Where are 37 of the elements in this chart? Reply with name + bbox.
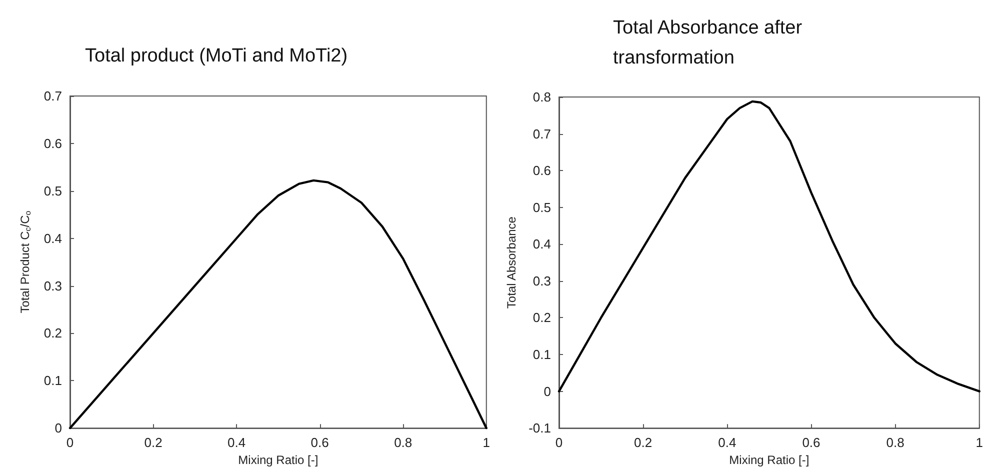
x-tick-label: 0.4 — [228, 435, 246, 450]
y-tick-label: 0.2 — [44, 326, 62, 341]
x-tick-label: 0.8 — [886, 435, 904, 450]
y-tick-label: 0.1 — [44, 373, 62, 388]
x-axis-title: Mixing Ratio [-] — [238, 453, 318, 467]
y-tick-label: 0.4 — [532, 236, 551, 252]
y-tick-label: 0.5 — [532, 200, 551, 215]
x-tick-label: 0.2 — [144, 435, 162, 450]
x-axis-title: Mixing Ratio [-] — [729, 453, 810, 467]
y-tick-label: 0.5 — [44, 183, 62, 198]
x-tick-label: 1 — [482, 435, 490, 450]
x-tick-label: 0 — [66, 435, 74, 450]
y-tick-label: 0.2 — [532, 310, 551, 326]
y-tick-label: 0.3 — [44, 278, 62, 294]
y-axis-title: Total Absorbance — [504, 216, 519, 309]
x-tick-label: 0.2 — [634, 435, 652, 450]
x-tick-label: 0.4 — [718, 435, 736, 450]
y-tick-label: 0.3 — [532, 273, 551, 288]
x-tick-label: 0.6 — [310, 435, 329, 450]
y-tick-label: 0.6 — [44, 136, 62, 151]
chart-title: Total Absorbance after transformation — [613, 18, 808, 68]
y-tick-label: 0.6 — [532, 163, 551, 178]
x-tick-label: 0.6 — [802, 435, 820, 450]
line-series — [558, 100, 980, 392]
y-axis-title: Total Product Cc/Co — [18, 210, 32, 314]
x-tick-label: 0.8 — [394, 435, 412, 450]
y-tick-label: 0 — [54, 420, 62, 436]
chart-title: Total product (MoTi and MoTi2) — [85, 46, 348, 66]
y-tick-label: 0.4 — [44, 230, 62, 246]
y-tick-label: 0.7 — [44, 88, 62, 104]
y-tick-label: 0.1 — [532, 347, 551, 362]
x-tick-label: 1 — [976, 435, 983, 450]
y-tick-label: 0.7 — [532, 126, 551, 142]
y-tick-label: -0.1 — [528, 420, 551, 436]
y-tick-label: 0.8 — [532, 90, 551, 104]
y-tick-label: 0 — [544, 384, 551, 399]
x-tick-label: 0 — [555, 435, 563, 450]
